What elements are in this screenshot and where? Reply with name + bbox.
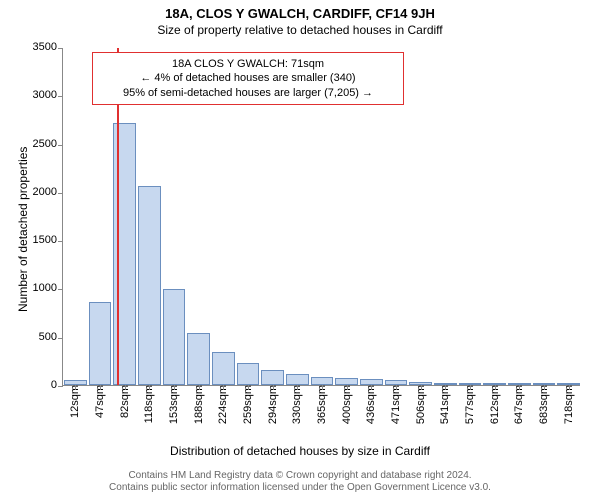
x-tick-label: 365sqm <box>316 385 328 424</box>
x-tick-mark <box>174 385 175 390</box>
footer-line-1: Contains HM Land Registry data © Crown c… <box>0 470 600 482</box>
x-tick-mark <box>125 385 126 390</box>
histogram-bar <box>187 333 210 385</box>
y-axis-label: Number of detached properties <box>16 146 30 311</box>
annotation-line-3: 95% of semi-detached houses are larger (… <box>101 86 395 100</box>
histogram-bar <box>311 377 334 385</box>
histogram-bar <box>335 378 358 385</box>
x-tick-label: 718sqm <box>563 385 575 424</box>
x-tick-label: 647sqm <box>513 385 525 424</box>
x-tick-label: 294sqm <box>267 385 279 424</box>
x-tick-label: 118sqm <box>143 385 155 423</box>
annotation-line-2: ← 4% of detached houses are smaller (340… <box>101 71 395 85</box>
x-tick-mark <box>519 385 520 390</box>
histogram-bar <box>89 302 112 385</box>
y-tick-mark <box>58 338 63 339</box>
y-tick-mark <box>58 48 63 49</box>
x-tick-mark <box>248 385 249 390</box>
footer-credits: Contains HM Land Registry data © Crown c… <box>0 470 600 494</box>
histogram-bar <box>212 352 235 385</box>
x-tick-mark <box>75 385 76 390</box>
annotation-line-1: 18A CLOS Y GWALCH: 71sqm <box>101 57 395 71</box>
histogram-bar <box>138 186 161 385</box>
x-tick-mark <box>396 385 397 390</box>
y-tick-mark <box>58 241 63 242</box>
y-tick-mark <box>58 289 63 290</box>
x-tick-mark <box>149 385 150 390</box>
x-tick-mark <box>495 385 496 390</box>
x-tick-label: 153sqm <box>168 385 180 424</box>
x-axis-label: Distribution of detached houses by size … <box>0 444 600 458</box>
x-tick-mark <box>470 385 471 390</box>
x-tick-mark <box>569 385 570 390</box>
x-tick-label: 400sqm <box>341 385 353 424</box>
x-tick-label: 577sqm <box>464 385 476 424</box>
x-tick-mark <box>297 385 298 390</box>
y-tick-label: 3500 <box>33 41 63 53</box>
chart-subtitle: Size of property relative to detached ho… <box>0 21 600 37</box>
annotation-box: 18A CLOS Y GWALCH: 71sqm ← 4% of detache… <box>92 52 404 105</box>
footer-line-2: Contains public sector information licen… <box>0 482 600 494</box>
y-tick-mark <box>58 96 63 97</box>
x-tick-label: 188sqm <box>193 385 205 424</box>
x-tick-label: 683sqm <box>538 385 550 424</box>
x-tick-mark <box>445 385 446 390</box>
x-tick-label: 436sqm <box>365 385 377 424</box>
x-tick-mark <box>273 385 274 390</box>
y-tick-mark <box>58 145 63 146</box>
y-tick-mark <box>58 193 63 194</box>
x-tick-mark <box>322 385 323 390</box>
histogram-bar <box>163 289 186 385</box>
x-tick-label: 506sqm <box>415 385 427 424</box>
x-tick-label: 224sqm <box>217 385 229 424</box>
chart-container: { "chart": { "type": "histogram", "title… <box>0 0 600 500</box>
x-tick-label: 612sqm <box>489 385 501 424</box>
histogram-bar <box>237 363 260 385</box>
x-tick-mark <box>199 385 200 390</box>
x-tick-mark <box>371 385 372 390</box>
x-tick-label: 259sqm <box>242 385 254 424</box>
chart-title-address: 18A, CLOS Y GWALCH, CARDIFF, CF14 9JH <box>0 0 600 21</box>
histogram-bar <box>286 374 309 385</box>
histogram-bar <box>261 370 284 385</box>
x-tick-mark <box>223 385 224 390</box>
x-tick-label: 471sqm <box>390 385 402 424</box>
x-tick-mark <box>421 385 422 390</box>
x-tick-label: 541sqm <box>439 385 451 424</box>
x-tick-label: 330sqm <box>291 385 303 424</box>
x-tick-mark <box>544 385 545 390</box>
x-tick-mark <box>100 385 101 390</box>
y-tick-label: 0 <box>51 379 63 391</box>
y-tick-mark <box>58 386 63 387</box>
x-tick-mark <box>347 385 348 390</box>
